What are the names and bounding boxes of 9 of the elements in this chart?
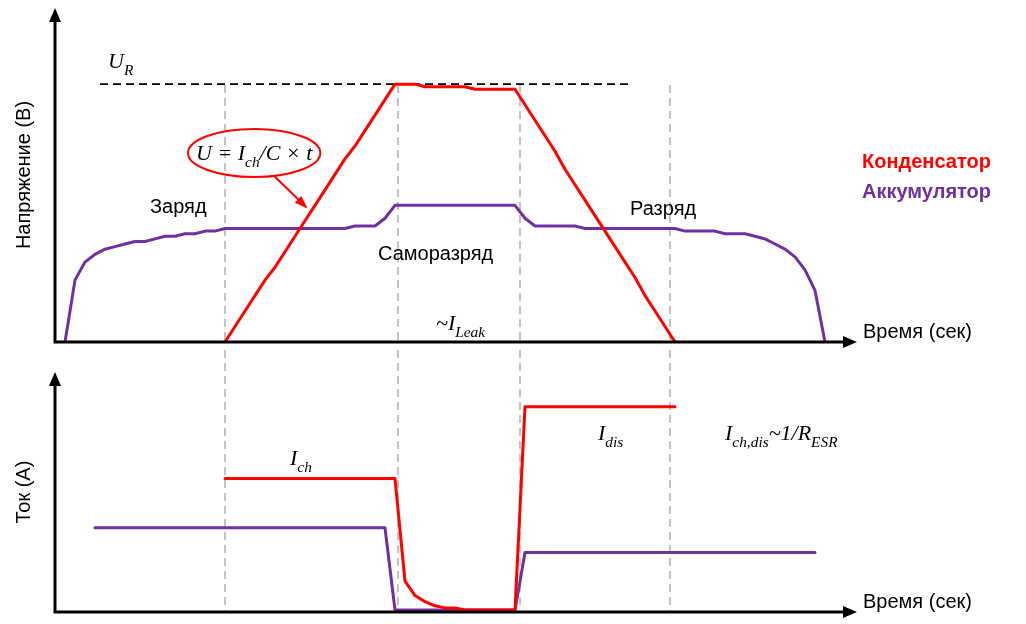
annotation: Заряд	[150, 195, 207, 217]
x-axis-title: Время (сек)	[863, 589, 972, 612]
text: Аккумулятор	[862, 179, 992, 204]
y-axis-title: Ток (А)	[11, 460, 34, 524]
annotation: Саморазряд	[378, 242, 494, 264]
x-axis-title: Время (сек)	[863, 319, 972, 342]
text: Конденсатор	[862, 149, 992, 174]
annotation: Разряд	[630, 197, 697, 219]
y-axis-title: Напряжение (В)	[11, 100, 34, 250]
